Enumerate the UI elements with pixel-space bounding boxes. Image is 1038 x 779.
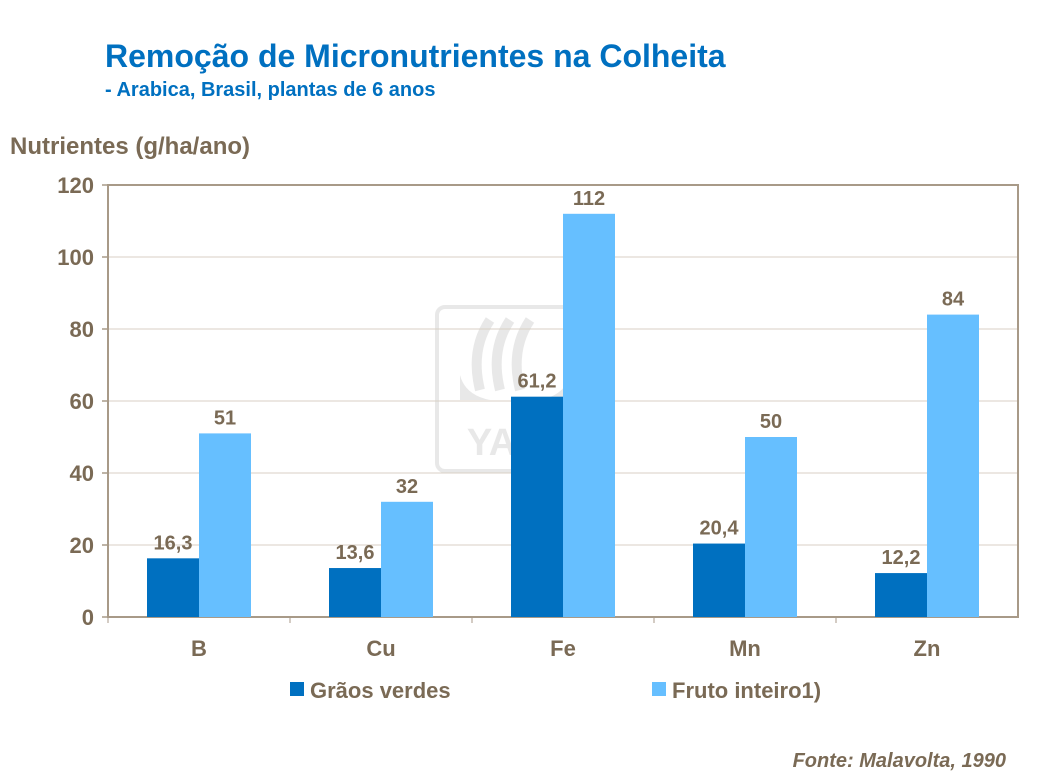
x-tick-label: B [191,636,207,661]
bar-Cu-fruto [381,501,433,617]
bar-Zn-graos [875,573,927,617]
x-tick-label: Cu [366,636,395,661]
data-label: 51 [214,407,236,429]
data-label: 84 [942,289,965,311]
bar-Fe-graos [511,396,563,617]
y-tick-label: 40 [70,461,94,486]
x-tick-label: Fe [550,636,576,661]
bar-Fe-fruto [563,213,615,618]
data-label: 61,2 [518,371,557,393]
chart-title: Remoção de Micronutrientes na Colheita [105,38,726,74]
x-tick-label: Mn [729,636,761,661]
bar-B-graos [147,558,199,617]
y-tick-label: 0 [82,605,94,630]
data-label: 20,4 [700,518,740,540]
bar-Mn-fruto [745,437,797,617]
y-tick-label: 60 [70,389,94,414]
data-label: 50 [760,411,782,433]
bar-B-fruto [199,433,251,617]
legend-swatch [290,682,304,696]
legend-label: Grãos verdes [310,678,451,703]
y-tick-label: 120 [57,173,94,198]
source-note: Fonte: Malavolta, 1990 [792,750,1006,772]
data-label: 112 [573,188,605,210]
chart-subtitle: - Arabica, Brasil, plantas de 6 anos [105,79,436,101]
y-tick-label: 100 [57,245,94,270]
data-label: 12,2 [882,547,921,569]
bar-Cu-graos [329,568,381,617]
bar-Mn-graos [693,543,745,617]
bar-Zn-fruto [927,314,979,617]
y-tick-label: 80 [70,317,94,342]
data-label: 16,3 [154,532,193,554]
y-tick-label: 20 [70,533,94,558]
x-tick-label: Zn [914,636,941,661]
data-label: 32 [396,476,418,498]
data-label: 13,6 [336,542,375,564]
y-axis-label: Nutrientes (g/ha/ano) [10,133,251,160]
legend-label: Fruto inteiro1) [672,678,821,703]
legend-swatch [652,682,666,696]
